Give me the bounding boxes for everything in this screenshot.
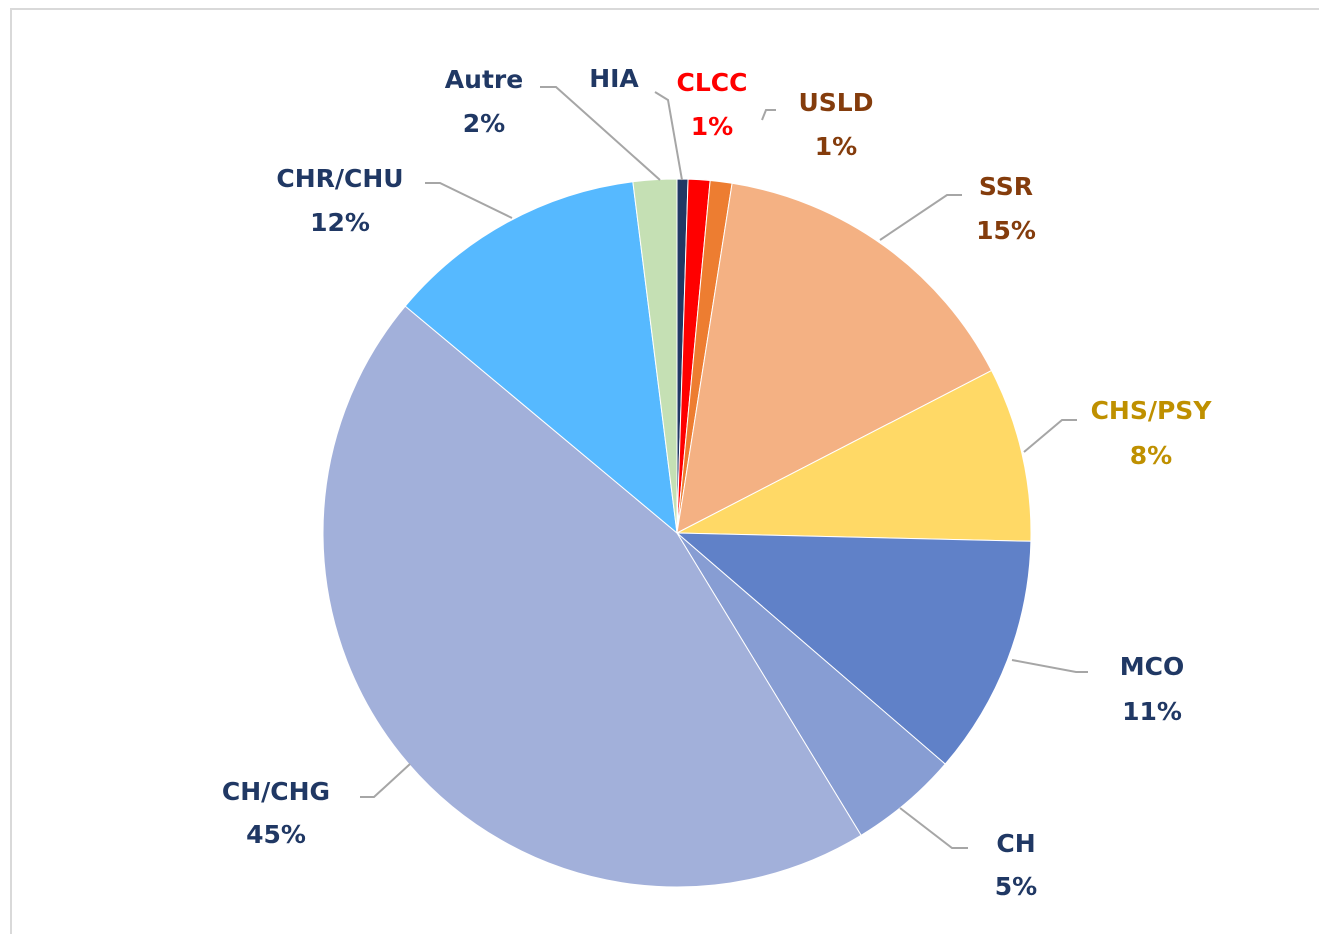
pie-slice xyxy=(676,369,1032,542)
slice-label: CHS/PSY xyxy=(1091,396,1213,425)
slice-value-label: 45% xyxy=(246,820,306,849)
slice-value-label: 1% xyxy=(691,112,733,141)
slice-value-label: 2% xyxy=(463,109,505,138)
slice-label: Autre xyxy=(445,65,523,94)
leader-line xyxy=(1023,419,1077,453)
leader-line xyxy=(540,86,661,181)
chart-border xyxy=(10,8,1319,934)
slice-label: USLD xyxy=(799,88,874,117)
pie-slice xyxy=(404,181,678,535)
slice-value-label: 8% xyxy=(1130,441,1172,470)
leader-line xyxy=(879,194,962,241)
leader-line xyxy=(425,182,513,219)
slice-value-label: 1% xyxy=(815,132,857,161)
pie-slice xyxy=(676,182,993,534)
slice-label: HIA xyxy=(589,64,639,93)
slice-label: CLCC xyxy=(677,68,748,97)
slice-value-label: 12% xyxy=(310,208,370,237)
leader-line xyxy=(360,763,411,798)
leader-line xyxy=(761,109,776,121)
leader-line xyxy=(1011,659,1088,673)
slice-label: CH/CHG xyxy=(222,777,330,806)
slice-label: SSR xyxy=(979,172,1033,201)
slice-label: CH xyxy=(996,829,1035,858)
pie-slice xyxy=(632,178,678,534)
leader-line xyxy=(899,807,968,849)
slice-label: MCO xyxy=(1120,652,1184,681)
pie-slice xyxy=(675,532,1032,765)
slice-value-label: 11% xyxy=(1122,697,1182,726)
leader-line xyxy=(654,91,683,181)
slice-label: CHR/CHU xyxy=(276,164,403,193)
slice-value-label: 15% xyxy=(976,216,1036,245)
slice-value-label: 5% xyxy=(995,872,1037,901)
